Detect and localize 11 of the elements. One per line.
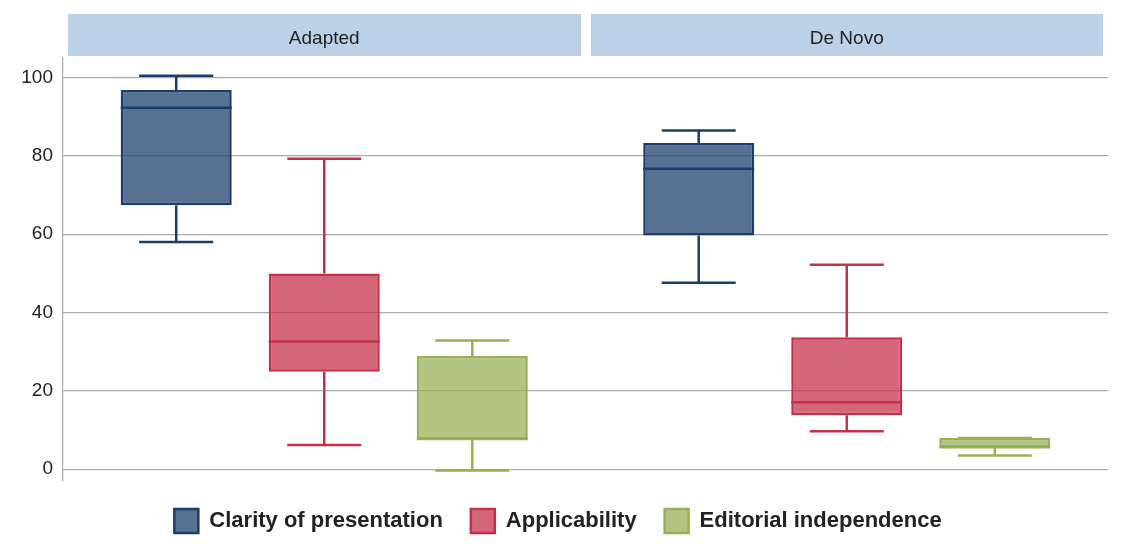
legend-label: Editorial independence [699, 507, 942, 533]
x-tick-label: Adapted [288, 26, 360, 48]
y-tick-label: 60 [31, 222, 53, 244]
y-tick-label: 20 [31, 379, 53, 401]
legend-label: Applicability [505, 507, 638, 533]
legend-label: Clarity of presentation [209, 507, 443, 533]
y-tick-label: 0 [42, 457, 53, 479]
x-tick-label: De Novo [809, 26, 884, 48]
y-tick-label: 80 [31, 144, 53, 166]
y-tick-label: 40 [31, 300, 53, 322]
y-tick-label: 100 [21, 65, 53, 87]
